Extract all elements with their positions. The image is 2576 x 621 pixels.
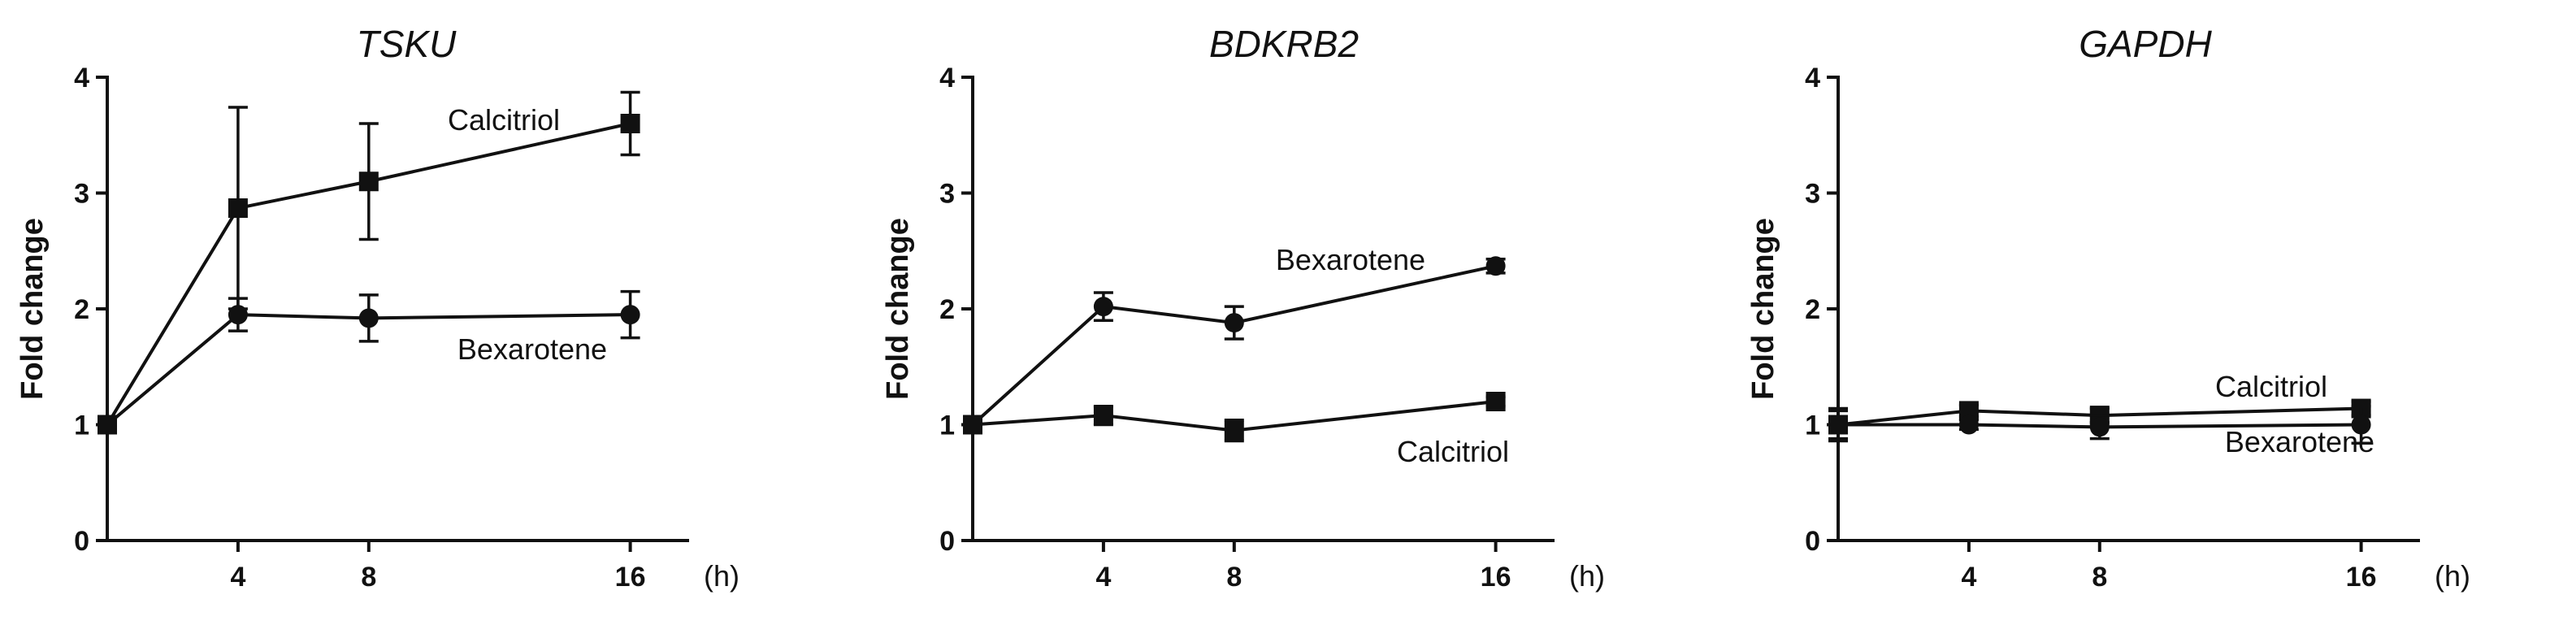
- y-tick-label: 0: [939, 526, 955, 557]
- x-axis-unit: (h): [1569, 559, 1605, 593]
- series-line-bexarotene: [1838, 423, 2361, 429]
- x-tick-label: 16: [615, 562, 646, 593]
- data-point-circle: [1093, 297, 1113, 317]
- y-tick-label: 4: [74, 63, 89, 93]
- data-point-circle: [620, 305, 640, 325]
- series-label-bexarotene: Bexarotene: [458, 332, 607, 366]
- y-axis-label: Fold change: [1746, 218, 1780, 400]
- data-point-circle: [1828, 415, 1848, 435]
- y-axis-label: Fold change: [881, 218, 915, 400]
- data-point-circle: [1958, 415, 1979, 435]
- y-tick-label: 4: [939, 63, 955, 93]
- chart-title: GAPDH: [2079, 23, 2212, 65]
- y-axis-label: Fold change: [15, 218, 50, 400]
- data-point-circle: [1224, 313, 1244, 333]
- chart-panel-2: BDKRB2 Fold change 0 1 2 3 4 4 8 16 (h) Bexarotene C…: [881, 23, 1605, 593]
- y-tick-label: 1: [939, 410, 955, 441]
- y-tick-label: 0: [1805, 526, 1820, 557]
- data-point-square: [358, 172, 379, 192]
- data-point-square: [1093, 406, 1113, 426]
- x-axis-unit: (h): [2435, 559, 2470, 593]
- series-label-bexarotene: Bexarotene: [1276, 243, 1425, 276]
- series-line-calcitriol: [972, 400, 1496, 432]
- y-tick-label: 1: [74, 410, 89, 441]
- y-tick-label: 0: [74, 526, 89, 557]
- chart-title: TSKU: [357, 23, 457, 65]
- y-tick-label: 2: [1805, 294, 1820, 325]
- x-axis-unit: (h): [704, 559, 739, 593]
- y-tick-label: 3: [1805, 179, 1820, 210]
- chart-title: BDKRB2: [1209, 23, 1359, 65]
- data-point-circle: [228, 305, 248, 325]
- series-label-calcitriol: Calcitriol: [1397, 435, 1509, 468]
- x-tick-label: 8: [1226, 562, 1242, 593]
- data-point-circle: [2351, 415, 2371, 435]
- series-line-bexarotene: [106, 313, 631, 427]
- x-tick-label: 4: [1961, 562, 1976, 593]
- x-tick-label: 8: [2092, 562, 2107, 593]
- chart-panel-3: GAPDH Fold change 0 1 2 3 4 4 8 16 (h) Calcitriol Be…: [1746, 23, 2470, 593]
- data-point-circle: [2089, 417, 2110, 437]
- y-tick-label: 4: [1805, 63, 1820, 93]
- data-point-square: [620, 114, 640, 133]
- x-tick-label: 4: [1095, 562, 1111, 593]
- series-label-bexarotene: Bexarotene: [2225, 425, 2374, 458]
- x-tick-label: 4: [230, 562, 245, 593]
- chart-panel-1: TSKU Fold change 0 1 2 3 4 4 8 16 (h) Calcitriol Bex…: [15, 23, 739, 593]
- data-point-circle: [98, 415, 117, 435]
- data-point-square: [1485, 392, 1506, 411]
- series-line-bexarotene: [971, 264, 1497, 426]
- series-line-calcitriol: [1837, 406, 2361, 427]
- data-point-circle: [1485, 256, 1506, 276]
- series-line-calcitriol: [106, 122, 631, 426]
- data-point-circle: [358, 308, 379, 328]
- y-tick-label: 2: [939, 294, 955, 325]
- data-point-square: [228, 198, 248, 219]
- y-tick-label: 3: [74, 179, 89, 210]
- x-tick-label: 16: [2346, 562, 2377, 593]
- data-point-square: [1224, 420, 1244, 441]
- data-point-square: [963, 415, 982, 435]
- y-tick-label: 1: [1805, 410, 1820, 441]
- series-label-calcitriol: Calcitriol: [2215, 370, 2327, 403]
- y-tick-label: 2: [74, 294, 89, 325]
- series-label-calcitriol: Calcitriol: [448, 103, 560, 137]
- x-tick-label: 8: [361, 562, 376, 593]
- x-tick-label: 16: [1481, 562, 1511, 593]
- y-tick-label: 3: [939, 179, 955, 210]
